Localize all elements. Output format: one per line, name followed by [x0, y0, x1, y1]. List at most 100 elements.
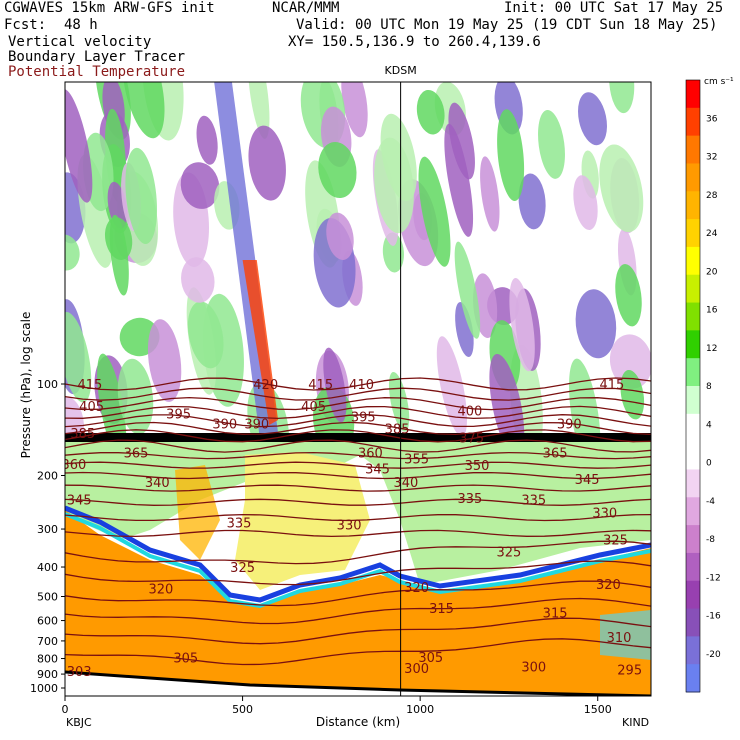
station-left-label: KBJC	[66, 716, 92, 729]
isentrope-label: 305	[418, 651, 443, 666]
colorbar-swatch	[686, 386, 700, 415]
forecast-hour: 48 h	[64, 17, 98, 33]
field-boundary-layer: Boundary Layer Tracer	[8, 49, 186, 65]
bl-top-cyan	[65, 512, 651, 609]
isentrope-line	[65, 429, 651, 443]
isentrope-label: 330	[592, 507, 617, 522]
colorbar-tick-label: 24	[706, 229, 718, 239]
isentrope-label: 415	[599, 378, 624, 393]
isentrope-label: 320	[404, 581, 429, 596]
isentrope-label: 303	[67, 665, 92, 680]
org-label: NCAR/MMM	[272, 0, 340, 16]
wave-blob	[609, 334, 651, 389]
forecast-label: Fcst:	[4, 17, 47, 33]
wave-blob	[448, 102, 475, 180]
colorbar-swatch	[686, 580, 700, 610]
y-tick-label: 500	[37, 590, 58, 603]
wave-blob	[326, 212, 354, 260]
colorbar-swatch	[686, 469, 700, 498]
colorbar-swatch	[686, 441, 700, 470]
isentrope-line	[65, 484, 651, 492]
y-tick-label: 700	[37, 635, 58, 648]
colorbar: 36 32 28 24 20 16 12 8 4 0 -4 -8 -12 -16 -20	[685, 79, 721, 693]
isentrope-line	[65, 597, 651, 625]
plot-frame	[64, 81, 652, 697]
isentrope-label: 415	[308, 378, 333, 393]
colorbar-swatch	[686, 191, 700, 220]
isentrope-label: 365	[543, 447, 568, 462]
isentrope-label: 345	[575, 473, 600, 488]
wave-blob	[97, 353, 127, 459]
wave-blob	[341, 82, 368, 138]
colorbar-swatch	[686, 274, 700, 304]
wave-blob	[454, 241, 481, 339]
colorbar-swatch	[686, 664, 700, 693]
terrain	[65, 672, 651, 696]
colorbar-frame	[685, 79, 701, 693]
init-time: Init: 00 UTC Sat 17 May 25	[504, 0, 724, 16]
colorbar-swatch	[686, 413, 700, 443]
colorbar-tick-label: -12	[706, 573, 721, 583]
isentrope-label: 335	[521, 494, 546, 509]
colorbar-tick-label: -16	[706, 612, 721, 622]
colorbar-swatch	[686, 80, 700, 109]
colorbar-swatch	[686, 552, 700, 582]
wave-blob	[382, 232, 404, 273]
boundary-layer	[65, 510, 651, 696]
isentrope-line	[65, 513, 651, 522]
colorbar-swatch	[686, 330, 700, 359]
colorbar-units: cm s⁻¹	[704, 77, 734, 87]
wave-blob	[109, 214, 129, 296]
isentrope-label: 345	[365, 463, 390, 478]
isentrope-label: 305	[173, 652, 198, 667]
colorbar-swatch	[686, 302, 700, 331]
colorbar-tick-label: 36	[706, 114, 718, 124]
isentrope-label: 390	[244, 418, 269, 433]
wave-blob	[147, 319, 182, 402]
isentrope-label: 295	[617, 664, 642, 679]
wave-blob	[247, 82, 270, 139]
wave-blob	[538, 109, 565, 179]
bl-top-blue	[65, 505, 651, 603]
y-tick-label: 600	[37, 615, 58, 628]
wave-blob	[615, 264, 642, 327]
low-level-layers	[600, 610, 651, 660]
wave-blob	[248, 125, 286, 201]
wave-blob	[599, 144, 644, 233]
x-tick-label: 1000	[406, 703, 434, 716]
wave-blob	[609, 82, 635, 114]
isentrope-label: 400	[457, 404, 482, 419]
wave-blob	[181, 257, 215, 303]
colorbar-tick-label: -8	[706, 535, 715, 545]
isentrope-label: 335	[227, 516, 252, 531]
isentrope-line	[65, 439, 651, 453]
isentrope-line	[65, 396, 651, 411]
isentrope-label: 315	[429, 602, 454, 617]
colorbar-swatch	[686, 358, 700, 387]
isentrope-label: 390	[212, 418, 237, 433]
y-tick-label: 1000	[30, 682, 58, 695]
isentrope-label: 325	[230, 561, 255, 576]
colorbar-swatch	[686, 525, 700, 554]
x-axis-title: Distance (km)	[316, 715, 400, 729]
isentrope-label: 340	[393, 476, 418, 491]
isentrope-label: 300	[521, 661, 546, 676]
wave-blob	[418, 156, 451, 267]
isentrope-line	[65, 377, 651, 391]
mid-tropo-yellow	[235, 452, 370, 590]
field-vertical-velocity: Vertical velocity	[8, 34, 152, 50]
wave-blob	[374, 137, 414, 234]
y-tick-label: 200	[37, 470, 58, 483]
colorbar-swatch	[686, 636, 700, 665]
wave-blob	[388, 371, 410, 432]
isentrope-lines	[65, 377, 651, 666]
model-title: CGWAVES 15km ARW-GFS init	[4, 0, 215, 16]
y-tick-label: 100	[37, 378, 58, 391]
colorbar-tick-label: 0	[706, 459, 712, 469]
isentrope-labels: 415 420 415 410 415 405 395 390 390 405 395 385 400 3…	[61, 378, 642, 680]
isentrope-label: 375	[459, 432, 484, 447]
isentrope-label: 360	[61, 458, 86, 473]
isentrope-label: 330	[337, 519, 362, 534]
colorbar-tick-label: 32	[706, 153, 717, 163]
